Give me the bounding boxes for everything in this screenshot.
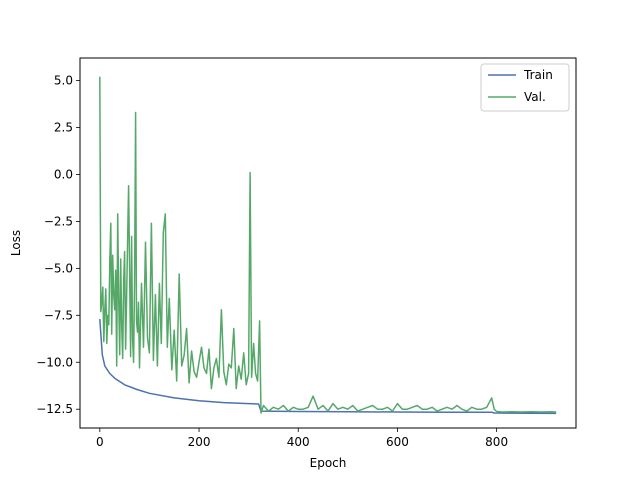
y-tick-label: −7.5 <box>44 308 73 322</box>
x-tick-label: 600 <box>386 435 409 449</box>
x-axis-label: Epoch <box>310 456 347 470</box>
x-tick-label: 200 <box>188 435 211 449</box>
y-tick-label: −12.5 <box>36 402 73 416</box>
x-axis-ticks: 0 200 400 600 800 <box>96 428 508 449</box>
y-axis-label: Loss <box>9 230 23 256</box>
y-tick-label: −5.0 <box>44 261 73 275</box>
plot-lines <box>99 76 557 415</box>
series-line-train <box>99 319 557 415</box>
series-line-val <box>99 76 557 414</box>
y-axis-ticks: −12.5 −10.0 −7.5 −5.0 −2.5 0.0 2.5 5.0 <box>36 74 80 416</box>
y-tick-label: −10.0 <box>36 355 73 369</box>
y-tick-label: 2.5 <box>54 120 73 134</box>
y-tick-label: −2.5 <box>44 214 73 228</box>
y-tick-label: 5.0 <box>54 74 73 88</box>
plot-frame <box>79 57 577 429</box>
legend-label-val: Val. <box>524 90 546 104</box>
x-tick-label: 800 <box>485 435 508 449</box>
legend-label-train: Train <box>523 68 553 82</box>
x-tick-label: 400 <box>287 435 310 449</box>
legend: Train Val. <box>480 63 570 112</box>
x-tick-label: 0 <box>96 435 104 449</box>
y-tick-label: 0.0 <box>54 167 73 181</box>
